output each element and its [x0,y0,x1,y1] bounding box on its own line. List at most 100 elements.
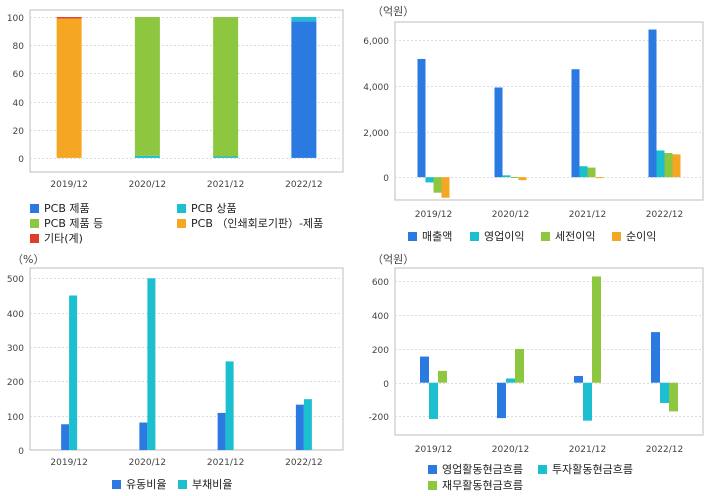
bar[interactable] [669,382,678,412]
legend-swatch [178,479,187,489]
y-tick-label: 300 [7,344,24,354]
y-tick-label: 200 [372,346,389,356]
legend-label: 세전이익 [555,230,596,243]
bar-segment[interactable] [56,17,82,19]
bar[interactable] [147,278,156,450]
y-tick-label: 60 [13,70,25,80]
bar[interactable] [515,348,524,383]
bar[interactable] [587,167,596,178]
bar[interactable] [574,375,583,383]
panel-cashflow: （억원） -200 0 200 400 600 2019/12 2020/12 2021/12… [360,248,720,496]
chart-cashflow: -200 0 200 400 600 2019/12 2020/12 2021/12 2022/… [369,267,704,455]
legend-swatch [177,203,186,213]
legend-item[interactable]: 매출액 [408,228,452,244]
legend-swatch [30,218,39,228]
legend-swatch [538,464,547,474]
legend-item[interactable]: 영업활동현금흐름 [428,461,523,477]
bar[interactable] [579,166,588,178]
x-tick-label: 2022/12 [285,458,322,468]
bar[interactable] [502,175,511,178]
legend-item[interactable]: 부채비율 [178,476,232,492]
bar[interactable] [425,177,434,183]
x-tick-label: 2021/12 [569,210,606,220]
y-tick-label: 100 [7,14,24,24]
bar[interactable] [660,382,669,403]
bar[interactable] [225,361,234,450]
bar[interactable] [433,177,442,193]
y-tick-label: 80 [13,42,25,52]
bar[interactable] [656,150,665,178]
legend-item[interactable]: PCB 제품 [30,200,90,216]
legend-item[interactable]: PCB （인쇄회로기판）-제품 [177,215,323,231]
bar[interactable] [592,276,601,383]
x-tick-label: 2019/12 [50,458,87,468]
bar-segment[interactable] [291,17,317,22]
x-tick-label: 2021/12 [569,445,606,455]
y-tick-label: 600 [372,278,389,288]
bar-segment[interactable] [56,18,82,158]
plot-frame [29,267,344,451]
x-tick-label: 2020/12 [129,180,166,190]
bar-segment[interactable] [213,17,239,157]
bar[interactable] [506,378,515,383]
bar[interactable] [420,356,429,383]
bar[interactable] [510,176,519,178]
bar[interactable] [583,382,592,421]
legend-item[interactable]: 기타(계) [30,230,83,246]
y-tick-label: 0 [18,155,24,165]
chart-product-mix: 0 20 40 60 80 100 2019/12 2020/12 2021/12 2022/12 [7,9,344,190]
x-tick-label: 2019/12 [415,210,452,220]
bar[interactable] [518,177,527,181]
legend-item[interactable]: 세전이익 [541,228,595,244]
plot-frame [29,9,344,173]
bar[interactable] [497,382,506,419]
legend-swatch [177,218,186,228]
bar[interactable] [651,332,660,383]
x-tick-label: 2022/12 [646,210,683,220]
unit-label: （억원） [372,5,415,18]
y-tick-label: -200 [369,413,390,423]
bar[interactable] [217,412,226,450]
y-tick-label: 500 [7,275,24,285]
bar[interactable] [303,399,312,450]
y-tick-label: 20 [13,127,25,137]
bar-segment[interactable] [134,17,160,156]
panel-income: （억원） 0 2,000 4,000 6,000 2019/12 2020/12 2021/… [360,0,720,248]
y-tick-label: 400 [7,310,24,320]
x-tick-label: 2022/12 [646,445,683,455]
bar[interactable] [648,29,657,178]
bar[interactable] [417,58,426,178]
legend-label: PCB 제품 등 [44,217,104,230]
legend-item[interactable]: 순이익 [612,228,656,244]
legend-item[interactable]: PCB 상품 [177,200,237,216]
legend-product-mix: PCB 제품 PCB 상품 PCB 제품 등 PCB （인쇄회로기판）-제품 기… [30,200,350,248]
legend-label: 순이익 [626,230,657,243]
legend-item[interactable]: 유동비율 [112,476,166,492]
bar[interactable] [295,404,304,450]
legend-label: PCB （인쇄회로기판）-제품 [191,217,324,230]
legend-item[interactable]: 투자활동현금흐름 [538,461,633,477]
bar[interactable] [441,177,450,198]
bar[interactable] [595,177,604,179]
legend-item[interactable]: 영업이익 [470,228,524,244]
y-tick-label: 400 [372,312,389,322]
bar[interactable] [571,69,580,178]
legend-item[interactable]: PCB 제품 등 [30,215,103,231]
legend-ratios: 유동비율 부채비율 [112,476,312,494]
legend-item[interactable]: 재무활동현금흐름 [428,477,523,493]
bar-segment[interactable] [213,156,239,158]
bar[interactable] [664,152,673,178]
legend-swatch [428,480,437,490]
bar[interactable] [139,422,148,450]
bar[interactable] [494,87,503,178]
bar[interactable] [672,154,681,178]
y-tick-label: 2,000 [363,129,389,139]
bar[interactable] [69,295,78,450]
bar[interactable] [438,370,447,383]
bar-segment[interactable] [291,21,317,158]
bar-segment[interactable] [134,155,160,158]
bar[interactable] [429,382,438,419]
bar[interactable] [61,424,70,450]
legend-label: 영업이익 [484,230,525,243]
x-tick-label: 2021/12 [207,180,244,190]
